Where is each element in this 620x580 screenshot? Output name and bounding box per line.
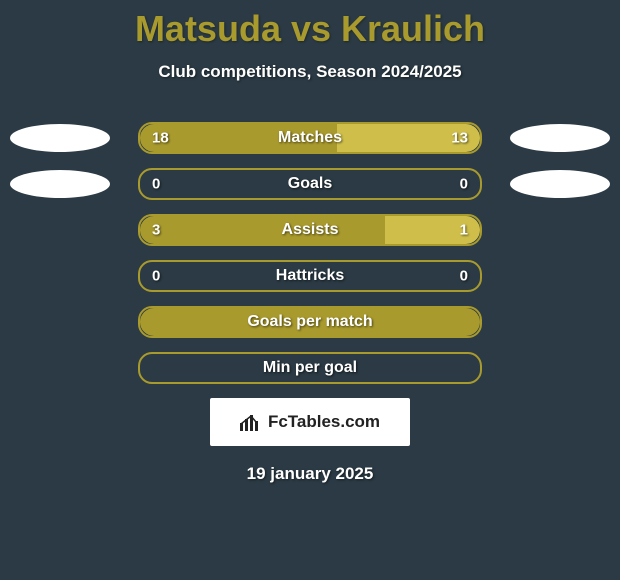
comparison-card: Matsuda vs Kraulich Club competitions, S… [0,0,620,580]
player1-badge-ellipse [10,124,110,152]
stat-row: Goals 0 0 [0,168,620,200]
stat-row: Hattricks 0 0 [0,260,620,292]
subtitle: Club competitions, Season 2024/2025 [0,62,620,82]
player2-badge-ellipse [510,170,610,198]
stat-bar-track: Min per goal [138,352,482,384]
vs-separator: vs [281,8,341,49]
player2-badge-ellipse [510,124,610,152]
chart-bars-icon [240,413,262,431]
stat-label: Goals [288,175,332,193]
player1-value: 0 [152,176,160,193]
brand-text: FcTables.com [268,412,380,432]
stat-row: Goals per match [0,306,620,338]
stat-bar-track: Goals per match [138,306,482,338]
stat-bar-track: Assists 3 1 [138,214,482,246]
page-title: Matsuda vs Kraulich [0,0,620,50]
stat-label: Hattricks [276,267,344,285]
player1-value: 3 [152,222,160,239]
brand-badge: FcTables.com [210,398,410,446]
stat-row: Matches 18 13 [0,122,620,154]
stat-bar-track: Matches 18 13 [138,122,482,154]
player2-value: 13 [451,130,468,147]
player1-name: Matsuda [135,8,281,49]
stat-bar-track: Hattricks 0 0 [138,260,482,292]
player2-value: 1 [460,222,468,239]
stat-row: Min per goal [0,352,620,384]
stat-label: Assists [282,221,339,239]
stat-bar-track: Goals 0 0 [138,168,482,200]
stat-label: Min per goal [263,359,357,377]
player1-bar [140,216,385,244]
stats-rows: Matches1813Goals00Assists31Hattricks00Go… [0,122,620,384]
player2-value: 0 [460,268,468,285]
player2-name: Kraulich [341,8,485,49]
player1-value: 0 [152,268,160,285]
player1-badge-ellipse [10,170,110,198]
stat-label: Goals per match [247,313,372,331]
player2-value: 0 [460,176,468,193]
stat-row: Assists 3 1 [0,214,620,246]
date-text: 19 january 2025 [0,464,620,484]
player1-value: 18 [152,130,169,147]
stat-label: Matches [278,129,342,147]
